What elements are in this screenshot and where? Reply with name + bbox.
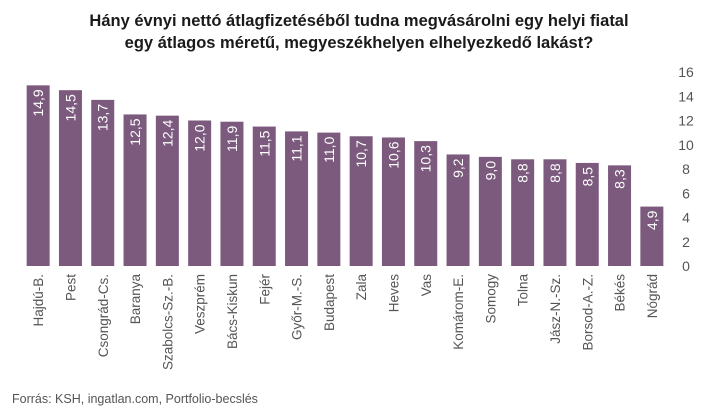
bar bbox=[381, 137, 405, 266]
category-label: Szabolcs-Sz.-B. bbox=[160, 274, 175, 370]
y-tick-label: 2 bbox=[682, 234, 690, 250]
chart-title-line-2: egy átlagos méretű, megyeszékhelyen elhe… bbox=[124, 34, 594, 52]
source-note: Forrás: KSH, ingatlan.com, Portfolio-bec… bbox=[12, 392, 258, 406]
category-label: Csongrád-Cs. bbox=[96, 274, 111, 357]
category-label: Heves bbox=[386, 274, 401, 313]
bar-value-label: 4,9 bbox=[644, 210, 660, 230]
y-tick-label: 6 bbox=[682, 185, 690, 201]
category-label: Zala bbox=[354, 274, 369, 301]
y-tick-label: 10 bbox=[678, 137, 694, 153]
y-tick-label: 0 bbox=[682, 258, 690, 274]
bar-value-label: 11,9 bbox=[224, 126, 240, 152]
bar-value-label: 11,1 bbox=[289, 135, 305, 161]
bar bbox=[608, 165, 632, 266]
category-label: Komárom-E. bbox=[451, 274, 466, 350]
bar bbox=[317, 132, 341, 266]
bar-value-label: 10,6 bbox=[385, 141, 401, 168]
y-tick-label: 14 bbox=[678, 88, 694, 104]
category-label: Hajdú-B. bbox=[31, 274, 46, 327]
bar-value-label: 12,4 bbox=[159, 119, 175, 146]
bar bbox=[155, 115, 179, 267]
bar bbox=[511, 159, 535, 266]
y-tick-label: 12 bbox=[678, 113, 694, 129]
category-label: Győr-M.-S. bbox=[290, 274, 305, 340]
bar-value-label: 11,5 bbox=[256, 130, 272, 156]
category-label: Tolna bbox=[516, 274, 531, 307]
y-tick-label: 4 bbox=[682, 210, 690, 226]
bar bbox=[414, 141, 438, 266]
category-label: Bács-Kiskun bbox=[225, 274, 240, 349]
bar-value-label: 8,5 bbox=[579, 167, 595, 187]
bar bbox=[26, 85, 50, 267]
category-label: Borsod-A.-Z. bbox=[580, 274, 595, 351]
category-label: Baranya bbox=[128, 274, 143, 325]
bar bbox=[220, 121, 244, 267]
y-tick-label: 16 bbox=[678, 64, 694, 80]
bar-value-label: 13,7 bbox=[95, 104, 111, 131]
category-label: Veszprém bbox=[193, 274, 208, 334]
category-label: Vas bbox=[419, 274, 434, 297]
bar-value-label: 9,0 bbox=[482, 161, 498, 181]
y-tick-label: 8 bbox=[682, 161, 690, 177]
bar bbox=[123, 114, 147, 266]
bar-value-label: 11,0 bbox=[321, 136, 337, 162]
bar-value-label: 10,3 bbox=[418, 145, 434, 172]
chart-title-line-1: Hány évnyi nettó átlagfizetéséből tudna … bbox=[89, 12, 629, 30]
bar bbox=[252, 126, 276, 266]
bar-value-label: 8,3 bbox=[612, 169, 628, 189]
bar-value-label: 12,0 bbox=[192, 124, 208, 151]
category-label: Nógrád bbox=[645, 274, 660, 318]
bar-value-label: 14,9 bbox=[30, 89, 46, 116]
bar-value-label: 14,5 bbox=[62, 94, 78, 121]
category-label: Jász-N.-Sz. bbox=[548, 274, 563, 344]
category-label: Békés bbox=[613, 274, 628, 312]
bar bbox=[543, 159, 567, 266]
category-label: Somogy bbox=[483, 274, 498, 324]
bar-value-label: 10,7 bbox=[353, 140, 369, 167]
category-label: Fejér bbox=[257, 274, 272, 305]
chart-title: Hány évnyi nettó átlagfizetéséből tudna … bbox=[0, 10, 718, 54]
bar-value-label: 12,5 bbox=[127, 118, 143, 145]
bar bbox=[58, 90, 82, 266]
bar bbox=[91, 99, 115, 266]
category-label: Budapest bbox=[322, 274, 337, 331]
bar bbox=[188, 120, 212, 266]
bar bbox=[640, 206, 664, 266]
bar-value-label: 9,2 bbox=[450, 158, 466, 178]
category-label: Pest bbox=[63, 274, 78, 301]
bar-value-label: 8,8 bbox=[515, 163, 531, 183]
bar bbox=[446, 154, 470, 266]
bar-value-label: 8,8 bbox=[547, 163, 563, 183]
bar bbox=[285, 131, 309, 266]
bar bbox=[349, 136, 373, 266]
bar bbox=[478, 156, 502, 266]
bar bbox=[575, 162, 599, 266]
